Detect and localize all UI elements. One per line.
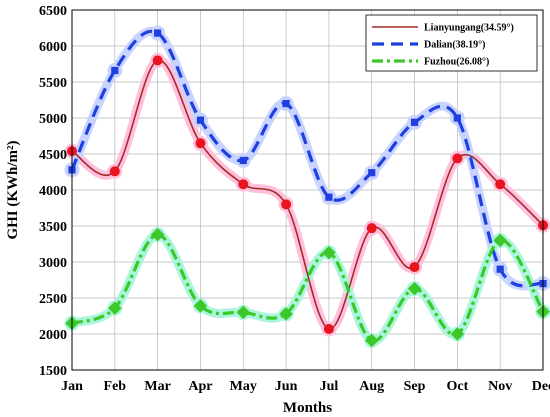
tick-labels: 1500 2000 2500 3000 3500 4000 4500 5000 5500 6000… <box>39 4 550 394</box>
legend-label-1: Dalian(38.19°) <box>424 40 486 51</box>
series-markers <box>65 29 550 348</box>
y-tick-label: 6000 <box>39 40 67 55</box>
legend-label-2: Fuzhou(26.08°) <box>424 57 489 68</box>
y-tick-label: 3000 <box>39 256 67 271</box>
x-tick-label: Aug <box>359 379 384 394</box>
series-0-point <box>195 138 206 149</box>
series-2-point <box>108 301 122 315</box>
y-tick-label: 5000 <box>39 112 67 127</box>
series-0-point <box>152 55 163 66</box>
x-tick-label: Apr <box>188 379 212 394</box>
y-tick-label: 4000 <box>39 184 67 199</box>
x-tick-label: Feb <box>104 379 127 394</box>
legend-label-0: Lianyungang(34.59°) <box>424 23 514 34</box>
x-axis-title: Months <box>283 400 332 416</box>
series-2-point <box>450 327 465 341</box>
series-1-point <box>368 169 376 177</box>
series-0-point <box>323 323 334 334</box>
y-tick-label: 2500 <box>39 292 67 307</box>
legend: Lianyungang(34.59°) Dalian(38.19°) Fuzhou(… <box>365 14 538 72</box>
series-0-point <box>495 179 506 190</box>
series-1-point <box>196 116 205 124</box>
x-tick-label: Mar <box>144 379 170 394</box>
series-1-point <box>410 118 419 126</box>
series-2-point <box>279 307 293 321</box>
x-tick-label: Dec <box>532 379 550 394</box>
series-0-point <box>452 153 463 164</box>
y-tick-label: 1500 <box>39 364 67 379</box>
series-0-point <box>409 262 420 273</box>
series-1-point <box>154 29 162 37</box>
series-1-point <box>111 66 119 75</box>
series-1-point <box>325 193 333 201</box>
series-0-glow <box>67 55 548 334</box>
y-axis-title: GHI (KWh/m²) <box>5 140 21 239</box>
x-tick-label: May <box>230 379 257 394</box>
series-0-point <box>109 166 120 177</box>
y-tick-label: 2000 <box>39 328 67 343</box>
series-1-point <box>282 100 290 108</box>
series-1-line <box>70 29 544 288</box>
series-2-point <box>364 333 379 348</box>
x-tick-label: Sep <box>404 379 426 394</box>
series-2-point <box>193 299 208 313</box>
x-tick-label: Oct <box>446 379 468 394</box>
series-0-point <box>366 223 377 234</box>
y-tick-label: 6500 <box>39 4 67 19</box>
series-1-point <box>496 265 504 273</box>
series-2-point <box>236 305 251 320</box>
series-0-point <box>281 199 292 210</box>
series-0-point <box>238 179 249 190</box>
series-2-point <box>407 281 422 296</box>
series-2-point <box>322 245 336 260</box>
x-tick-label: Nov <box>488 379 512 394</box>
x-tick-label: Jul <box>320 379 339 394</box>
x-tick-label: Jan <box>61 379 83 394</box>
series-1-point <box>453 114 461 122</box>
y-tick-label: 3500 <box>39 220 67 235</box>
series-1-point <box>239 156 247 165</box>
series-2-point <box>493 233 507 248</box>
series-2-point <box>150 227 165 242</box>
y-tick-label: 4500 <box>39 148 67 163</box>
x-tick-label: Jun <box>275 379 298 394</box>
plot-frame <box>71 9 544 371</box>
y-tick-label: 5500 <box>39 76 67 91</box>
